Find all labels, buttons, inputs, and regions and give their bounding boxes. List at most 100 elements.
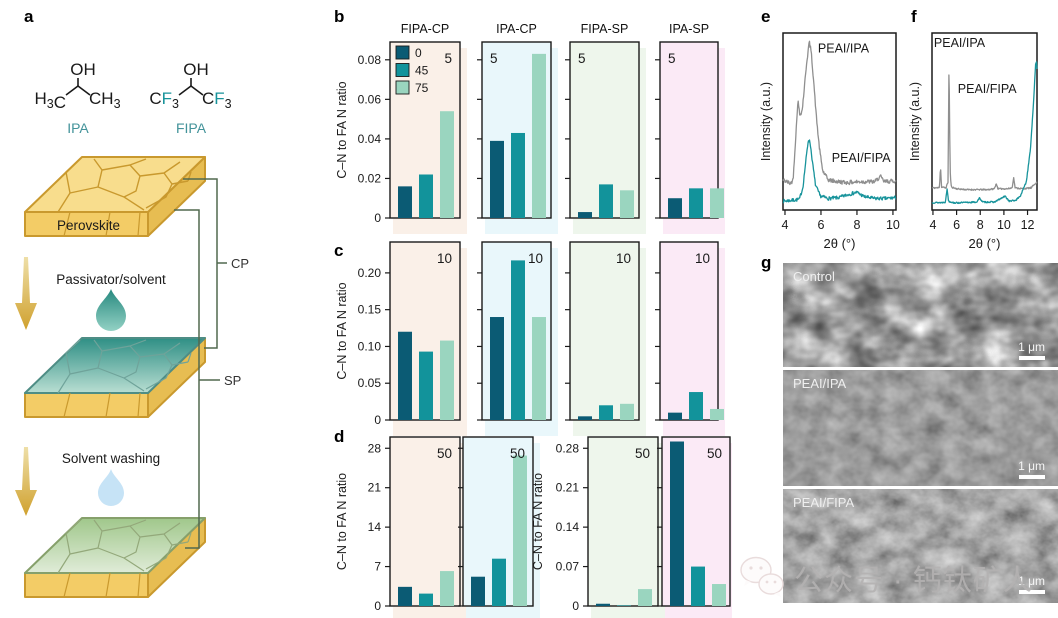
bar [398,586,412,606]
bar-row-d: C–N to FA N ratio 0 7 14 21 28 50 50 C–N to FA N… [335,436,732,618]
y-axis-label: C–N to FA N ratio [335,473,349,570]
xrd-line-panels: 4 6 8 10 2θ (°) Intensity (a.u.) PEAI/IPA PEAI/… [759,32,1038,251]
y-tick-label: 0.08 [358,53,382,67]
y-axis-label: C–N to FA N ratio [335,282,349,379]
y-tick-label: 21 [368,481,382,495]
y-tick-label: 7 [374,560,381,574]
process-arrow-2-icon [15,447,37,516]
bar [440,111,454,218]
y-tick-label: 0.21 [556,481,580,495]
bar [710,188,724,218]
bar [670,441,684,606]
xrd-chart-f: 4 6 8 10 12 2θ (°) Intensity (a.u.) PEAI/IPA PEA… [908,32,1038,251]
step2-label: Solvent washing [62,451,160,466]
scale-bar-2: 1 μm [1018,459,1045,479]
series-label: PEAI/IPA [934,36,986,50]
bar [532,317,546,420]
bar [578,416,592,420]
hydroxyl-label: OH [183,60,209,79]
x-tick-label: 4 [929,218,936,232]
y-tick-label: 0.20 [358,266,382,280]
x-axis-label: 2θ (°) [969,236,1001,251]
series-label: PEAI/FIPA [832,151,891,165]
y-tick-label: 0 [374,599,381,613]
y-tick-label: 0.04 [358,132,382,146]
legend-label: 0 [415,46,422,60]
concentration-note: 5 [668,51,676,66]
bond [65,85,79,96]
y-tick-label: 0.02 [358,171,382,185]
chart-d-ipa-cp: 50 [458,436,540,618]
scale-bar-3: 1 μm [1018,574,1045,594]
bar [668,198,682,218]
chart-box [782,32,897,211]
substituent-label: CF3 [149,89,179,111]
x-axis-label: 2θ (°) [824,236,856,251]
xrd-curve-peai-fipa [782,139,897,204]
y-tick-label: 0.28 [556,441,580,455]
step1-label: Passivator/solvent [56,272,166,287]
cp-label: CP [231,256,249,271]
concentration-note: 50 [510,446,525,461]
y-tick-label: 0.10 [358,339,382,353]
x-tick-label: 6 [817,218,824,232]
bar [668,412,682,420]
legend-label: 45 [415,64,429,78]
panel-label-c: c [334,241,344,260]
bond [77,85,91,96]
substituent-label: CF3 [202,89,232,111]
chart-d-fipa-cp: 0 7 14 21 28 50 [368,436,467,618]
panel-label-e: e [761,7,771,26]
x-tick-label: 6 [953,218,960,232]
y-tick-label: 0.14 [556,520,580,534]
x-tick-label: 10 [886,218,900,232]
bar [596,603,610,606]
sem-image-panel: Control 1 μm PEAI/IPA 1 μm PEAI/FIPA 1 μ… [783,263,1058,603]
legend-swatch [395,45,410,60]
concentration-note: 10 [695,251,710,266]
chart-d-ipa-sp: 50 [657,436,732,618]
legend-swatch [395,63,410,77]
panel-label-g: g [761,253,772,272]
bar [490,317,504,420]
cp-sp-brackets [174,178,227,549]
y-tick-label: 0 [374,413,381,427]
sp-label: SP [224,373,241,388]
bar [492,558,506,606]
concentration-note: 50 [707,446,722,461]
substituent-label: CH3 [89,89,121,111]
sem-label-control: Control [793,269,835,284]
chart-title: IPA-CP [496,22,537,36]
molecule-name-label: FIPA [176,120,207,136]
sem-label-peai-ipa: PEAI/IPA [793,376,847,391]
x-tick-label: 10 [997,218,1011,232]
chart-title: FIPA-SP [581,22,629,36]
y-axis-label: Intensity (a.u.) [908,82,922,161]
hydroxyl-label: OH [70,60,96,79]
chart-title: IPA-SP [669,22,709,36]
chart-c-ipa-sp: 10 [655,241,725,436]
panel-label-f: f [911,7,917,26]
bar [689,392,703,420]
concentration-note: 10 [528,251,543,266]
bar [511,260,525,420]
y-axis-label: C–N to FA N ratio [335,81,349,178]
substituent-label: H3C [34,89,66,112]
y-tick-label: 0.07 [556,560,580,574]
chart-c-fipa-cp: 0 0.05 0.10 0.15 0.20 10 [358,241,467,436]
xrd-curve-peai-ipa [782,40,897,186]
bar [513,455,527,606]
bar [471,576,485,606]
passivated-slab [24,337,206,418]
bar [440,340,454,420]
bar [599,184,613,218]
bond [178,85,192,96]
y-tick-label: 0 [374,211,381,225]
chart-c-fipa-sp: 10 [565,241,646,436]
panel-label-a: a [24,7,34,26]
concentration-note: 50 [635,446,650,461]
